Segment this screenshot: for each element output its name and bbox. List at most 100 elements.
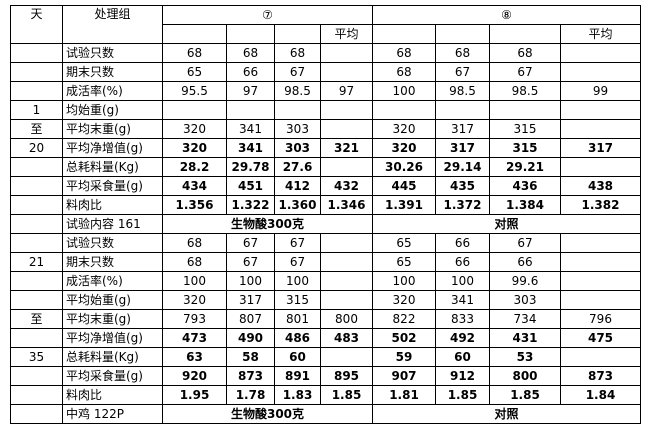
data-cell: 303 bbox=[489, 290, 561, 310]
day-cell bbox=[10, 385, 63, 405]
data-cell: 1.85 bbox=[320, 385, 373, 405]
data-cell: 475 bbox=[560, 328, 641, 348]
row-label: 期末只数 bbox=[62, 252, 163, 272]
data-cell: 412 bbox=[274, 176, 321, 196]
table-row: 期末只数 65 66 67 68 67 67 bbox=[10, 62, 641, 82]
data-cell bbox=[320, 43, 373, 63]
data-cell: 66 bbox=[435, 233, 490, 253]
data-cell: 321 bbox=[320, 138, 373, 158]
data-cell: 30.26 bbox=[372, 157, 436, 177]
data-cell: 315 bbox=[489, 119, 561, 139]
data-cell: 1.382 bbox=[560, 195, 641, 215]
day-cell bbox=[10, 214, 63, 234]
data-cell: 895 bbox=[320, 366, 373, 386]
data-cell bbox=[226, 100, 275, 120]
data-cell: 58 bbox=[226, 347, 275, 367]
data-cell: 1.83 bbox=[274, 385, 321, 405]
data-cell: 65 bbox=[372, 252, 436, 272]
group-8-avg-header: 平均 bbox=[560, 24, 641, 44]
data-cell bbox=[320, 271, 373, 291]
day-cell: 至 bbox=[10, 119, 63, 139]
row-label: 料肉比 bbox=[62, 195, 163, 215]
data-cell: 1.360 bbox=[274, 195, 321, 215]
data-cell: 320 bbox=[372, 138, 436, 158]
day-cell bbox=[10, 290, 63, 310]
day-cell: 至 bbox=[10, 309, 63, 329]
data-cell: 28.2 bbox=[162, 157, 227, 177]
data-cell: 67 bbox=[274, 233, 321, 253]
data-cell: 100 bbox=[226, 271, 275, 291]
data-cell: 435 bbox=[435, 176, 490, 196]
data-cell: 67 bbox=[226, 252, 275, 272]
blank-cell bbox=[274, 24, 321, 44]
day-cell bbox=[10, 195, 63, 215]
data-cell: 473 bbox=[162, 328, 227, 348]
data-cell bbox=[320, 62, 373, 82]
data-cell: 98.5 bbox=[489, 81, 561, 101]
data-cell: 65 bbox=[162, 62, 227, 82]
data-cell: 100 bbox=[372, 81, 436, 101]
day-cell bbox=[10, 366, 63, 386]
day-cell bbox=[10, 233, 63, 253]
data-cell: 436 bbox=[489, 176, 561, 196]
data-cell: 68 bbox=[435, 43, 490, 63]
data-cell: 1.84 bbox=[560, 385, 641, 405]
group-7-header: ⑦ bbox=[162, 5, 373, 25]
row-label: 均始重(g) bbox=[62, 100, 163, 120]
table-row: 平均始重(g) 320 317 315 320 341 303 bbox=[10, 290, 641, 310]
table-row: 平均采食量(g) 434 451 412 432 445 435 436 438 bbox=[10, 176, 641, 196]
data-cell: 68 bbox=[162, 43, 227, 63]
data-cell: 807 bbox=[226, 309, 275, 329]
data-cell: 793 bbox=[162, 309, 227, 329]
data-cell bbox=[560, 347, 641, 367]
data-cell bbox=[560, 157, 641, 177]
row-label: 期末只数 bbox=[62, 62, 163, 82]
day-cell: 20 bbox=[10, 138, 63, 158]
row-label: 料肉比 bbox=[62, 385, 163, 405]
data-cell: 100 bbox=[372, 271, 436, 291]
data-cell: 66 bbox=[489, 252, 561, 272]
data-cell: 734 bbox=[489, 309, 561, 329]
data-cell: 97 bbox=[320, 81, 373, 101]
data-cell bbox=[320, 347, 373, 367]
table-row: 总耗料量(Kg) 28.2 29.78 27.6 30.26 29.14 29.21 bbox=[10, 157, 641, 177]
row-label: 平均净增值(g) bbox=[62, 328, 163, 348]
data-cell: 483 bbox=[320, 328, 373, 348]
data-cell: 502 bbox=[372, 328, 436, 348]
data-cell: 1.81 bbox=[372, 385, 436, 405]
data-cell: 341 bbox=[435, 290, 490, 310]
data-cell: 341 bbox=[226, 138, 275, 158]
data-cell bbox=[560, 252, 641, 272]
data-cell bbox=[320, 252, 373, 272]
data-cell: 303 bbox=[274, 138, 321, 158]
control-span-cell: 对照 bbox=[372, 214, 641, 234]
data-cell: 920 bbox=[162, 366, 227, 386]
header-row-avg: 平均 平均 bbox=[11, 24, 641, 44]
row-label: 试验内容 161 bbox=[62, 214, 163, 234]
data-cell bbox=[274, 100, 321, 120]
data-cell: 29.14 bbox=[435, 157, 490, 177]
row-label: 试验只数 bbox=[62, 233, 163, 253]
data-cell: 833 bbox=[435, 309, 490, 329]
row-label: 总耗料量(Kg) bbox=[62, 157, 163, 177]
data-cell: 800 bbox=[489, 366, 561, 386]
data-cell: 1.356 bbox=[162, 195, 227, 215]
data-cell: 60 bbox=[435, 347, 490, 367]
table-row: 21 期末只数 68 67 67 65 66 66 bbox=[10, 252, 641, 272]
day-cell bbox=[10, 176, 63, 196]
group-7-avg-header: 平均 bbox=[320, 24, 373, 44]
blank-cell bbox=[162, 24, 227, 44]
row-label: 成活率(%) bbox=[62, 81, 163, 101]
data-cell: 67 bbox=[489, 62, 561, 82]
data-cell bbox=[320, 100, 373, 120]
data-cell: 1.391 bbox=[372, 195, 436, 215]
data-cell: 67 bbox=[274, 62, 321, 82]
data-cell bbox=[560, 43, 641, 63]
blank-cell bbox=[489, 24, 561, 44]
data-cell: 492 bbox=[435, 328, 490, 348]
data-cell: 801 bbox=[274, 309, 321, 329]
row-label: 平均采食量(g) bbox=[62, 176, 163, 196]
data-cell: 68 bbox=[372, 62, 436, 82]
data-cell: 800 bbox=[320, 309, 373, 329]
data-cell: 317 bbox=[435, 138, 490, 158]
